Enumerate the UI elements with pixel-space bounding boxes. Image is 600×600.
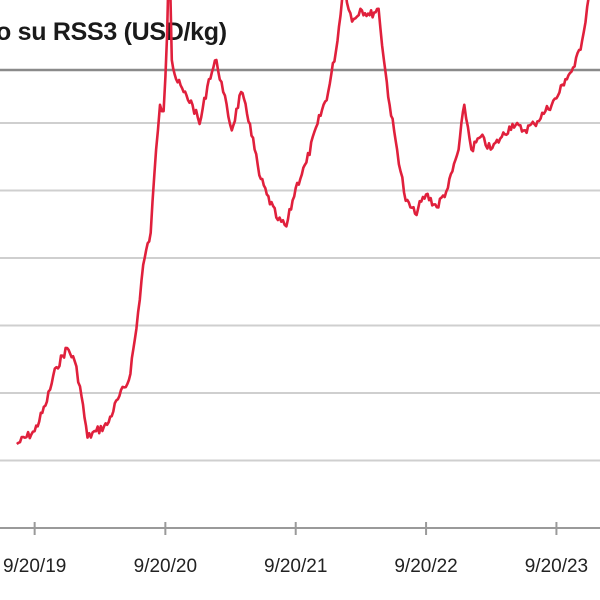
chart-title: o su RSS3 (USD/kg) bbox=[0, 18, 227, 46]
x-tick-label: 9/20/20 bbox=[134, 556, 197, 577]
series-layer bbox=[16, 0, 590, 446]
x-tick-labels: 9/20/19 9/20/20 9/20/21 9/20/22 9/20/23 bbox=[3, 556, 588, 577]
price-series-line bbox=[16, 0, 590, 446]
x-tick-label: 9/20/23 bbox=[525, 556, 588, 577]
x-tick-label: 9/20/22 bbox=[394, 556, 457, 577]
gridlines bbox=[0, 68, 600, 462]
x-tick-label: 9/20/19 bbox=[3, 556, 66, 577]
x-tick-label: 9/20/21 bbox=[264, 556, 327, 577]
x-axis bbox=[0, 522, 600, 535]
